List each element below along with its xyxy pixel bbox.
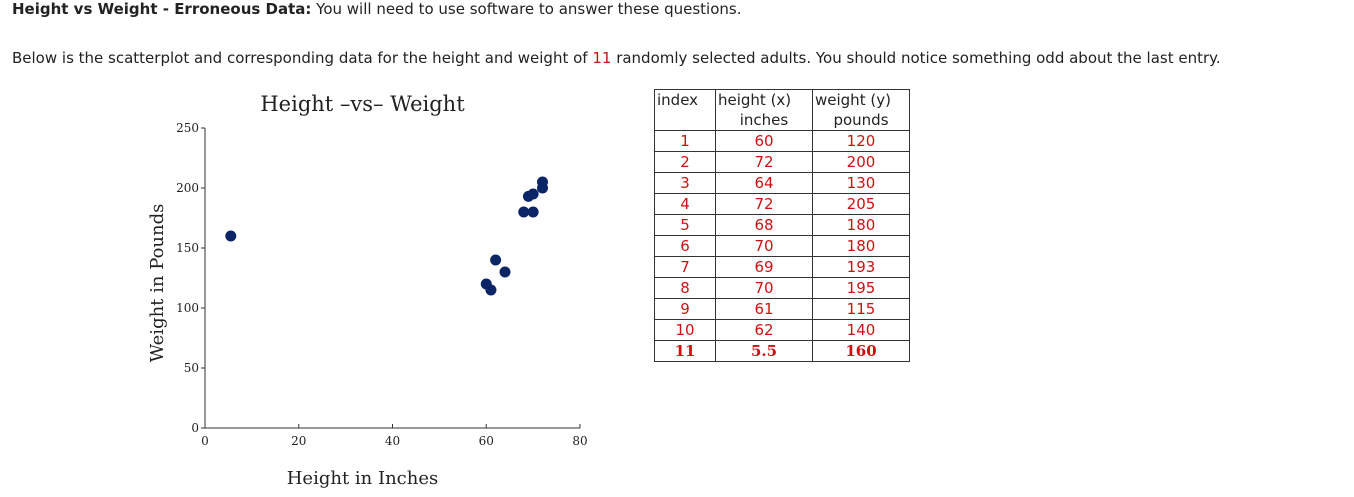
table-row: 8 70 195 [654, 277, 910, 299]
y-tick-label: 100 [176, 301, 199, 315]
data-point [499, 266, 511, 278]
table-row: 2 72 200 [654, 151, 910, 173]
chart-title: Height –vs– Weight [260, 92, 465, 116]
cell-index: 1 [654, 130, 716, 152]
x-tick-label: 0 [201, 434, 209, 448]
y-tick-label: 200 [176, 181, 199, 195]
table-row: 1 60 120 [654, 130, 910, 152]
cell-index: 7 [654, 256, 716, 278]
table-row: 4 72 205 [654, 193, 910, 215]
x-axis-label: Height in Inches [287, 468, 439, 489]
cell-height: 64 [715, 172, 813, 194]
cell-index: 5 [654, 214, 716, 236]
data-table: index height (x) inches weight (y) pound… [654, 89, 910, 362]
cell-index: 2 [654, 151, 716, 173]
cell-index: 11 [654, 340, 716, 362]
intro-after: randomly selected adults. You should not… [611, 49, 1221, 67]
cell-index: 10 [654, 319, 716, 341]
cell-height: 68 [715, 214, 813, 236]
cell-weight: 120 [812, 130, 910, 152]
cell-height: 69 [715, 256, 813, 278]
data-point [490, 254, 502, 266]
cell-weight: 115 [812, 298, 910, 320]
cell-weight: 195 [812, 277, 910, 299]
cell-height: 5.5 [715, 340, 813, 362]
section-title: Height vs Weight - Erroneous Data: [12, 0, 312, 18]
header-weight-unit: pounds [833, 111, 889, 129]
table-header-row: index height (x) inches weight (y) pound… [654, 89, 910, 131]
cell-height: 61 [715, 298, 813, 320]
y-tick-label: 250 [176, 121, 199, 135]
y-tick-label: 0 [191, 421, 199, 435]
data-point [527, 188, 539, 200]
header-weight-label: weight (y) [815, 91, 891, 109]
cell-index: 4 [654, 193, 716, 215]
cell-height: 62 [715, 319, 813, 341]
table-row: 6 70 180 [654, 235, 910, 257]
cell-height: 72 [715, 193, 813, 215]
table-row: 11 5.5 160 [654, 340, 910, 362]
header-height-label: height (x) [718, 91, 792, 109]
intro-text: Below is the scatterplot and correspondi… [12, 49, 1221, 67]
intro-before: Below is the scatterplot and correspondi… [12, 49, 593, 67]
section-header: Height vs Weight - Erroneous Data: You w… [12, 0, 742, 18]
cell-weight: 205 [812, 193, 910, 215]
section-instruction: You will need to use software to answer … [311, 0, 742, 18]
y-tick-label: 50 [184, 361, 199, 375]
x-tick-label: 40 [385, 434, 400, 448]
table-row: 9 61 115 [654, 298, 910, 320]
data-point [518, 206, 530, 218]
data-point [537, 176, 548, 188]
cell-height: 72 [715, 151, 813, 173]
x-tick-label: 80 [572, 434, 587, 448]
header-weight: weight (y) pounds [812, 89, 910, 131]
table-row: 3 64 130 [654, 172, 910, 194]
header-index: index [654, 89, 716, 131]
y-axis-label: Weight in Pounds [147, 204, 168, 363]
cell-weight: 180 [812, 235, 910, 257]
cell-index: 9 [654, 298, 716, 320]
cell-height: 70 [715, 277, 813, 299]
cell-weight: 193 [812, 256, 910, 278]
cell-weight: 180 [812, 214, 910, 236]
table-row: 7 69 193 [654, 256, 910, 278]
data-point [225, 230, 237, 242]
cell-index: 8 [654, 277, 716, 299]
cell-height: 60 [715, 130, 813, 152]
table-row: 5 68 180 [654, 214, 910, 236]
table-row: 10 62 140 [654, 319, 910, 341]
x-tick-label: 20 [291, 434, 306, 448]
cell-index: 3 [654, 172, 716, 194]
header-height: height (x) inches [715, 89, 813, 131]
cell-weight: 140 [812, 319, 910, 341]
data-point [527, 206, 539, 218]
y-tick-label: 150 [176, 241, 199, 255]
scatterplot: Height –vs– Weight 0 50 100 150 200 250 0 20 40 60… [147, 92, 588, 489]
cell-weight: 200 [812, 151, 910, 173]
header-height-unit: inches [739, 111, 789, 129]
intro-count: 11 [592, 49, 612, 67]
cell-weight: 160 [812, 340, 910, 362]
cell-weight: 130 [812, 172, 910, 194]
cell-index: 6 [654, 235, 716, 257]
x-tick-label: 60 [479, 434, 494, 448]
cell-height: 70 [715, 235, 813, 257]
data-point [485, 284, 497, 296]
